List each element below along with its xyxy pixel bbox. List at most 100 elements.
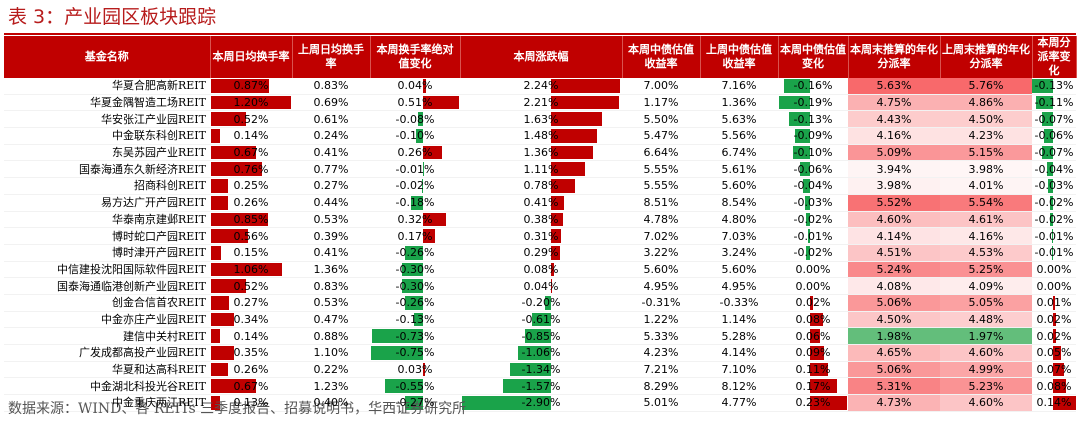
cell-value: -0.01% bbox=[1034, 229, 1074, 243]
value-cell: 0.11% bbox=[778, 361, 848, 379]
data-bar bbox=[210, 195, 229, 210]
table-row: 中信建投沈阳国际软件园REIT 1.06% 1.36% -0.30% 0.08% 5.60… bbox=[4, 261, 1076, 279]
fund-name-cell: 创金合信首农REIT bbox=[4, 294, 210, 312]
value-cell: 3.98% bbox=[848, 177, 940, 195]
cell-value: -0.02% bbox=[1034, 212, 1074, 226]
value-cell: 0.77% bbox=[292, 160, 370, 179]
value-cell: 0.00% bbox=[778, 261, 848, 279]
value-cell: 5.55% bbox=[622, 160, 700, 179]
value-cell: 4.99% bbox=[940, 361, 1032, 379]
cell-value: 0.87% bbox=[233, 79, 269, 93]
cell-value: 0.76% bbox=[233, 162, 269, 176]
cell-value: 4.77% bbox=[721, 396, 757, 410]
value-cell: 4.16% bbox=[848, 127, 940, 145]
column-header: 上周中债估值收益率 bbox=[700, 36, 779, 78]
data-bar bbox=[551, 145, 594, 160]
cell-value: 4.16% bbox=[876, 129, 912, 143]
value-cell: 5.61% bbox=[700, 160, 778, 179]
value-cell: -1.06% bbox=[460, 344, 622, 362]
cell-value: 0.83% bbox=[313, 279, 349, 293]
value-cell: 3.22% bbox=[622, 244, 700, 262]
cell-value: 0.44% bbox=[313, 196, 349, 210]
cell-value: 2.21% bbox=[523, 96, 559, 110]
value-cell: 4.23% bbox=[622, 344, 700, 362]
value-cell: -0.26% bbox=[370, 244, 460, 262]
value-cell: 5.63% bbox=[700, 110, 778, 129]
data-bar bbox=[551, 162, 586, 177]
value-cell: -0.01% bbox=[1032, 244, 1076, 262]
data-bar bbox=[551, 212, 563, 227]
value-cell: 0.00% bbox=[1032, 277, 1076, 295]
cell-value: 5.06% bbox=[876, 296, 912, 310]
cell-value: 0.08% bbox=[795, 312, 831, 326]
data-bar bbox=[210, 162, 262, 177]
data-bar bbox=[532, 312, 552, 327]
cell-value: 5.33% bbox=[643, 329, 679, 343]
cell-value: 7.03% bbox=[721, 229, 757, 243]
value-cell: 4.01% bbox=[940, 177, 1032, 195]
data-bar bbox=[551, 129, 597, 143]
fund-name: 中金亦庄产业园REIT bbox=[101, 312, 206, 326]
cell-value: -0.08% bbox=[395, 112, 435, 126]
cell-value: -0.75% bbox=[395, 346, 435, 360]
value-cell: -0.03% bbox=[778, 194, 848, 212]
cell-value: -0.20% bbox=[521, 296, 561, 310]
cell-value: 0.15% bbox=[233, 246, 269, 260]
data-bar bbox=[809, 295, 813, 310]
cell-value: 4.23% bbox=[968, 129, 1004, 143]
cell-value: 0.31% bbox=[523, 229, 559, 243]
cell-value: 4.78% bbox=[643, 212, 679, 226]
cell-value: -0.02% bbox=[395, 179, 435, 193]
data-bar bbox=[795, 129, 810, 143]
value-cell: -0.04% bbox=[1032, 160, 1076, 179]
value-cell: 4.65% bbox=[848, 344, 940, 362]
data-bar bbox=[1050, 195, 1054, 210]
value-cell: -0.31% bbox=[622, 294, 700, 312]
value-cell: 5.60% bbox=[622, 261, 700, 279]
cell-value: 0.14% bbox=[233, 129, 269, 143]
value-cell: 4.43% bbox=[848, 110, 940, 129]
cell-value: 7.21% bbox=[643, 363, 679, 377]
table-row: 创金合信首农REIT 0.27% 0.53% -0.26% -0.20% -0.31% -0… bbox=[4, 294, 1076, 312]
value-cell: -0.55% bbox=[370, 377, 460, 396]
value-cell: -0.26% bbox=[370, 294, 460, 312]
cell-value: 0.29% bbox=[523, 246, 559, 260]
fund-name: 华夏和达高科REIT bbox=[112, 363, 206, 377]
value-cell: 5.76% bbox=[940, 78, 1032, 95]
cell-value: 0.32% bbox=[397, 212, 433, 226]
value-cell: 4.16% bbox=[940, 227, 1032, 245]
value-cell: 0.76% bbox=[210, 160, 292, 179]
cell-value: 1.14% bbox=[721, 312, 757, 326]
table-row: 中金亦庄产业园REIT 0.34% 0.47% -0.13% -0.61% 1.22% 1.… bbox=[4, 311, 1076, 329]
data-bar bbox=[210, 279, 246, 293]
value-cell: -0.11% bbox=[1032, 94, 1076, 112]
cell-value: -0.13% bbox=[395, 312, 435, 326]
column-header: 上周日均换手率 bbox=[292, 36, 371, 78]
data-bar bbox=[410, 195, 424, 210]
cell-value: 0.02% bbox=[1036, 329, 1072, 343]
cell-value: -1.57% bbox=[521, 379, 561, 393]
data-bar bbox=[1046, 162, 1054, 177]
data-bar bbox=[416, 129, 424, 143]
value-cell: 0.14% bbox=[210, 127, 292, 145]
cell-value: 8.51% bbox=[643, 196, 679, 210]
value-cell: 6.64% bbox=[622, 144, 700, 162]
cell-value: 0.41% bbox=[313, 146, 349, 160]
data-bar bbox=[423, 79, 427, 93]
fund-name: 中金湖北科投光谷REIT bbox=[90, 379, 206, 393]
data-bar bbox=[210, 312, 234, 327]
fund-name-cell: 华安张江产业园REIT bbox=[4, 110, 210, 129]
value-cell: 5.55% bbox=[622, 177, 700, 195]
cell-value: 0.25% bbox=[233, 179, 269, 193]
value-cell: 4.95% bbox=[622, 277, 700, 295]
cell-value: 5.47% bbox=[643, 129, 679, 143]
cell-value: 0.14% bbox=[1036, 396, 1072, 410]
cell-value: -0.73% bbox=[395, 329, 435, 343]
value-cell: 0.02% bbox=[1032, 311, 1076, 329]
cell-value: 5.09% bbox=[876, 146, 912, 160]
column-header: 本周中债估值收益率 bbox=[622, 36, 701, 78]
value-cell: 0.26% bbox=[210, 361, 292, 379]
value-cell: 0.04% bbox=[370, 78, 460, 95]
data-bar bbox=[1048, 179, 1054, 193]
fund-name-cell: 博时蛇口产园REIT bbox=[4, 227, 210, 245]
